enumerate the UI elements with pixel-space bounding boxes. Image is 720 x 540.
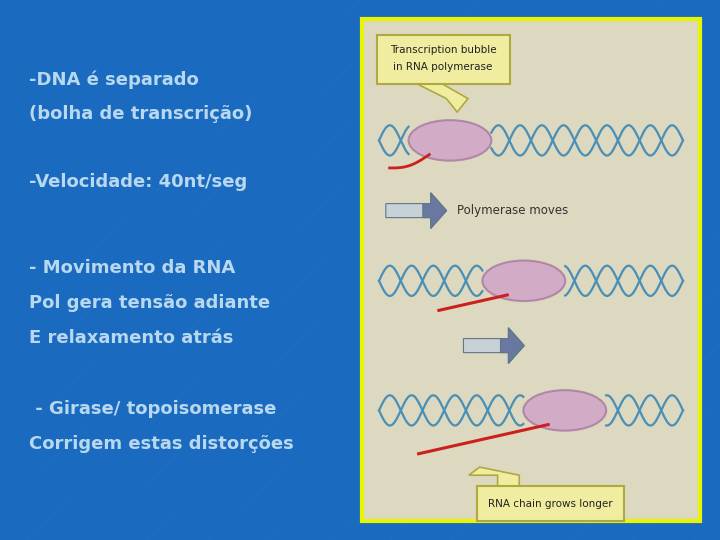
Ellipse shape (523, 390, 606, 431)
Text: Polymerase moves: Polymerase moves (457, 204, 569, 217)
Polygon shape (500, 328, 524, 363)
Ellipse shape (482, 261, 565, 301)
Text: in RNA polymerase: in RNA polymerase (393, 62, 493, 72)
FancyBboxPatch shape (477, 486, 624, 521)
Text: -Velocidade: 40nt/seg: -Velocidade: 40nt/seg (29, 173, 247, 191)
Text: Corrigem estas distorções: Corrigem estas distorções (29, 435, 294, 453)
Text: (bolha de transcrição): (bolha de transcrição) (29, 105, 252, 123)
Polygon shape (423, 193, 446, 228)
FancyBboxPatch shape (362, 19, 700, 521)
FancyBboxPatch shape (377, 35, 510, 84)
Text: -DNA é separado: -DNA é separado (29, 70, 199, 89)
Text: - Girase/ topoisomerase: - Girase/ topoisomerase (29, 400, 276, 417)
Polygon shape (464, 328, 524, 363)
Ellipse shape (408, 120, 491, 160)
Text: Pol gera tensão adiante: Pol gera tensão adiante (29, 294, 270, 312)
Polygon shape (469, 467, 519, 489)
Text: Transcription bubble: Transcription bubble (390, 45, 497, 56)
Polygon shape (386, 193, 446, 228)
Text: RNA chain grows longer: RNA chain grows longer (488, 498, 613, 509)
Text: E relaxamento atrás: E relaxamento atrás (29, 329, 233, 347)
Text: - Movimento da RNA: - Movimento da RNA (29, 259, 235, 277)
Polygon shape (411, 81, 468, 112)
